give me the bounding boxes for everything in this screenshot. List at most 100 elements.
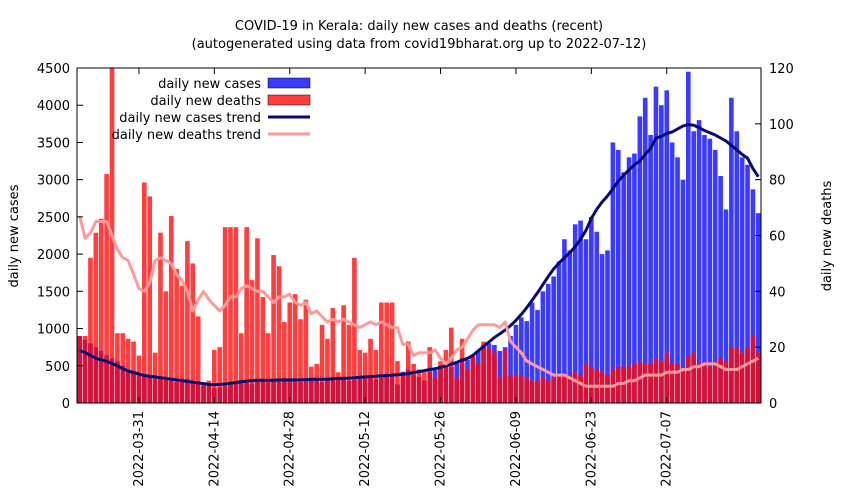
overlap-bar bbox=[755, 352, 761, 403]
overlap-bar bbox=[120, 365, 126, 403]
case-bar bbox=[599, 254, 605, 403]
y2-tick-label: 40 bbox=[769, 285, 786, 300]
case-bar bbox=[519, 317, 524, 403]
overlap-bar bbox=[718, 358, 723, 403]
death-bar bbox=[330, 308, 336, 403]
death-bar bbox=[163, 291, 169, 403]
overlap-bar bbox=[395, 384, 400, 403]
death-bar bbox=[395, 361, 400, 403]
death-bar bbox=[389, 302, 395, 403]
overlap-bar bbox=[696, 363, 702, 403]
case-bar bbox=[685, 71, 691, 403]
overlap-bar bbox=[750, 336, 756, 403]
x-tick-label: 2022-06-09 bbox=[509, 411, 524, 487]
case-bar bbox=[556, 261, 562, 403]
death-bar bbox=[238, 333, 244, 403]
overlap-bar bbox=[642, 363, 648, 403]
overlap-bar bbox=[163, 379, 169, 403]
overlap-bar bbox=[168, 380, 174, 403]
case-bar bbox=[583, 239, 589, 403]
overlap-bar bbox=[206, 385, 212, 403]
legend-label-deaths-trend: daily new deaths trend bbox=[112, 128, 261, 143]
death-bar bbox=[168, 215, 174, 403]
y-tick-label: 1500 bbox=[37, 285, 70, 300]
case-bar bbox=[637, 116, 643, 403]
case-bar bbox=[702, 135, 707, 403]
legend-label-cases: daily new cases bbox=[158, 77, 261, 92]
y-tick-label: 4000 bbox=[37, 99, 70, 114]
chart-title: COVID-19 in Kerala: daily new cases and … bbox=[235, 19, 603, 34]
overlap-bar bbox=[314, 378, 319, 403]
cases-trend-line bbox=[79, 123, 760, 387]
case-bar bbox=[750, 189, 756, 403]
overlap-bar bbox=[319, 382, 325, 403]
case-bar bbox=[540, 291, 546, 403]
overlap-bar bbox=[519, 375, 524, 403]
y2-tick-label: 0 bbox=[769, 397, 777, 412]
case-bar bbox=[642, 97, 648, 404]
case-bar bbox=[497, 350, 503, 403]
overlap-bar bbox=[179, 378, 185, 403]
overlap-bar bbox=[104, 355, 109, 403]
case-bar bbox=[707, 138, 713, 403]
overlap-bar bbox=[109, 358, 115, 403]
case-bar bbox=[578, 220, 583, 403]
death-bar bbox=[341, 305, 346, 403]
x-tick-label: 2022-05-12 bbox=[358, 411, 373, 487]
death-bar bbox=[271, 255, 276, 403]
case-bar bbox=[739, 157, 745, 403]
overlap-bar bbox=[427, 371, 433, 403]
case-bar bbox=[508, 336, 513, 403]
overlap-bar bbox=[659, 361, 664, 403]
overlap-bar bbox=[572, 372, 578, 403]
death-bar bbox=[147, 196, 153, 403]
y2-tick-label: 100 bbox=[769, 118, 794, 133]
overlap-bar bbox=[384, 374, 390, 403]
overlap-bar bbox=[443, 362, 449, 403]
overlap-bar bbox=[524, 377, 530, 403]
death-bar bbox=[260, 296, 266, 403]
y2-tick-label: 20 bbox=[769, 341, 786, 356]
y-axis-label: daily new cases bbox=[7, 184, 22, 287]
overlap-bar bbox=[562, 375, 567, 403]
case-bar bbox=[755, 213, 761, 403]
overlap-bar bbox=[217, 387, 223, 403]
death-bar bbox=[298, 319, 303, 403]
death-bar bbox=[346, 324, 352, 403]
death-bar bbox=[190, 263, 196, 403]
overlap-bar bbox=[664, 352, 670, 403]
overlap-bar bbox=[346, 380, 352, 403]
overlap-bar bbox=[669, 363, 675, 403]
case-bar bbox=[594, 231, 600, 403]
overlap-bar bbox=[389, 373, 395, 403]
overlap-bar bbox=[82, 339, 88, 403]
y-tick-label: 500 bbox=[45, 360, 70, 375]
death-bar bbox=[244, 227, 249, 403]
case-bar bbox=[696, 120, 702, 403]
case-bar bbox=[745, 164, 750, 403]
overlap-bar bbox=[136, 374, 142, 403]
overlap-bar bbox=[357, 378, 363, 403]
overlap-bar bbox=[222, 385, 228, 403]
overlap-bar bbox=[405, 369, 411, 403]
y2-tick-label: 80 bbox=[769, 174, 786, 189]
overlap-bar bbox=[508, 375, 513, 403]
y-tick-label: 3000 bbox=[37, 174, 70, 189]
overlap-bar bbox=[303, 380, 309, 403]
overlap-bar bbox=[675, 363, 680, 403]
overlap-bar bbox=[465, 369, 470, 403]
overlap-bar bbox=[335, 377, 341, 403]
overlap-bar bbox=[152, 377, 158, 403]
death-bar bbox=[104, 174, 109, 403]
overlap-bar bbox=[648, 363, 653, 403]
y-tick-label: 2500 bbox=[37, 211, 70, 226]
overlap-bar bbox=[233, 383, 239, 403]
case-bar bbox=[551, 276, 556, 403]
case-bar bbox=[712, 149, 718, 403]
case-bar bbox=[632, 153, 637, 403]
overlap-bar bbox=[432, 377, 438, 403]
overlap-bar bbox=[271, 380, 276, 403]
case-bar bbox=[615, 149, 621, 403]
case-bar bbox=[734, 131, 740, 403]
